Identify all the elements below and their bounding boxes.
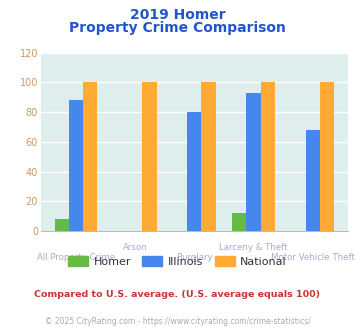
- Bar: [187, 112, 201, 231]
- Bar: [232, 213, 246, 231]
- Text: All Property Crime: All Property Crime: [37, 253, 115, 262]
- Bar: [306, 130, 320, 231]
- Bar: [69, 100, 83, 231]
- Bar: [55, 219, 69, 231]
- Bar: [83, 82, 97, 231]
- Text: Compared to U.S. average. (U.S. average equals 100): Compared to U.S. average. (U.S. average …: [34, 290, 321, 299]
- Legend: Homer, Illinois, National: Homer, Illinois, National: [64, 251, 291, 271]
- Text: Arson: Arson: [123, 243, 148, 252]
- Bar: [261, 82, 275, 231]
- Bar: [246, 93, 261, 231]
- Bar: [201, 82, 215, 231]
- Text: Motor Vehicle Theft: Motor Vehicle Theft: [271, 253, 355, 262]
- Text: Property Crime Comparison: Property Crime Comparison: [69, 21, 286, 35]
- Text: Larceny & Theft: Larceny & Theft: [219, 243, 288, 252]
- Bar: [142, 82, 157, 231]
- Text: 2019 Homer: 2019 Homer: [130, 8, 225, 22]
- Text: Burglary: Burglary: [176, 253, 213, 262]
- Text: © 2025 CityRating.com - https://www.cityrating.com/crime-statistics/: © 2025 CityRating.com - https://www.city…: [45, 317, 310, 326]
- Bar: [320, 82, 334, 231]
